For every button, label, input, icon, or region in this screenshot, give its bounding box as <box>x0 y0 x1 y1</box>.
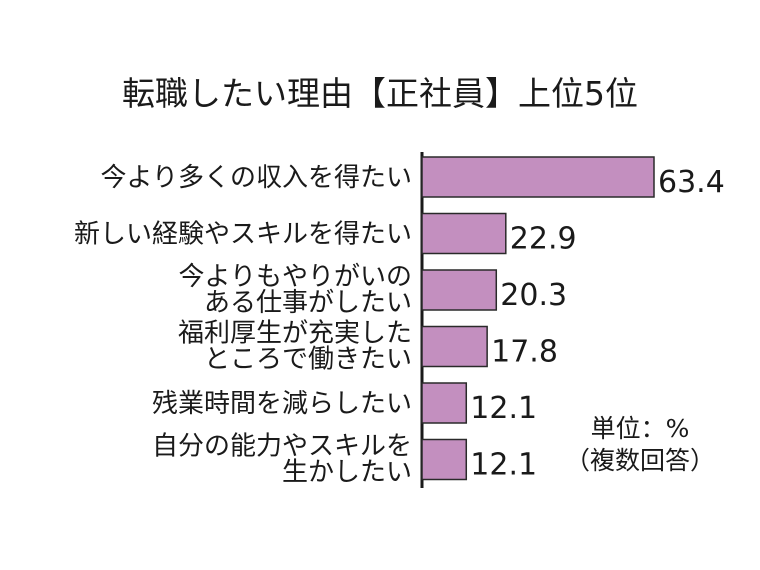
value-label-4: 17.8 <box>491 335 558 370</box>
value-label-5: 12.1 <box>470 391 537 426</box>
value-label-2: 22.9 <box>510 222 577 257</box>
value-label-6: 12.1 <box>470 448 537 483</box>
value-labels: 63.4 22.9 20.3 17.8 12.1 12.1 <box>470 165 725 483</box>
category-label-6-line-1: 自分の能力やスキルを <box>152 432 412 462</box>
category-label-2: 新しい経験やスキルを得たい <box>74 220 412 250</box>
bar-3 <box>421 269 498 311</box>
bar-2 <box>421 212 507 255</box>
category-label-3-line-2: ある仕事がしたい <box>204 288 412 318</box>
value-label-1: 63.4 <box>658 165 725 200</box>
unit-note-line-1: 単位：% <box>591 414 690 443</box>
bar-6 <box>421 438 468 481</box>
unit-note-line-2: （複数回答） <box>565 446 715 475</box>
value-label-3: 20.3 <box>500 278 567 313</box>
bar-5 <box>421 382 468 424</box>
category-label-3-line-1: 今よりもやりがいの <box>179 262 412 292</box>
category-label-4-line-1: 福利厚生が充実した <box>178 319 412 349</box>
chart-title: 転職したい理由【正社員】上位5位 <box>122 74 638 113</box>
category-label-5: 残業時間を減らしたい <box>152 389 412 419</box>
category-label-4-line-2: ところで働きたい <box>204 345 412 375</box>
category-label-6-line-2: 生かしたい <box>282 458 412 488</box>
category-labels: 今より多くの収入を得たい新しい経験やスキルを得たい今よりもやりがいのある仕事がし… <box>74 163 412 488</box>
bars-layer <box>421 156 655 481</box>
bar-4 <box>421 325 488 368</box>
bar-1 <box>421 156 655 198</box>
category-label-1: 今より多くの収入を得たい <box>101 163 412 193</box>
